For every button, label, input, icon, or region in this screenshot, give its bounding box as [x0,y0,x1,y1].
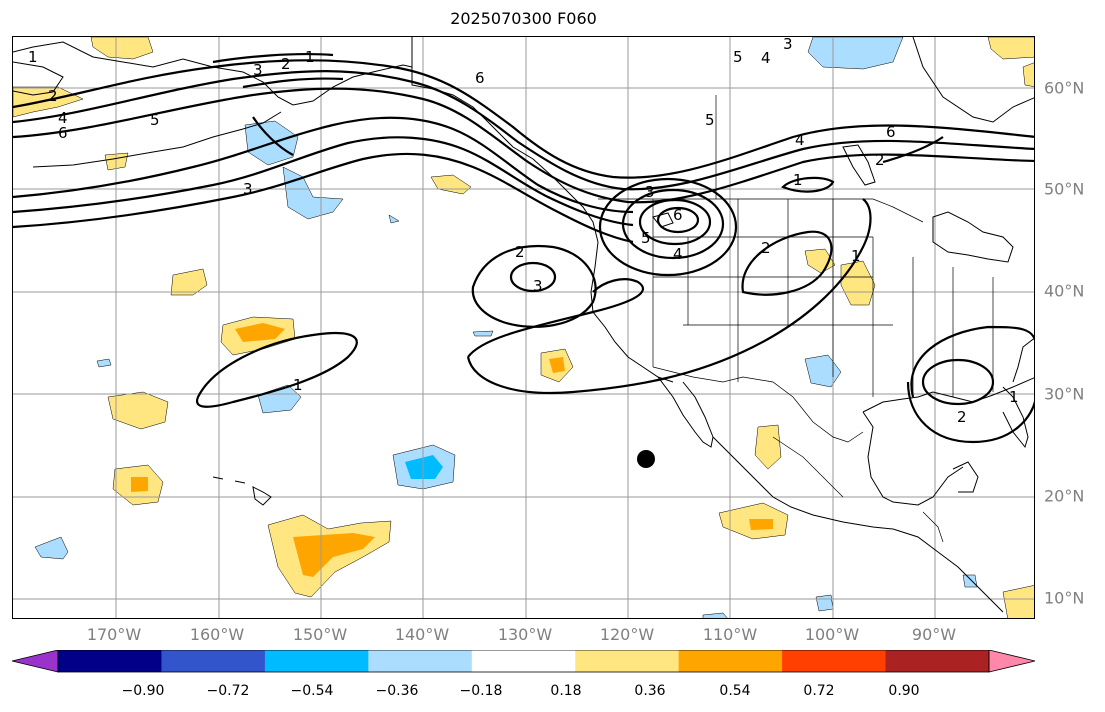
lat-label-60n: 60°N [1044,78,1085,98]
colorbar-segment [885,650,990,672]
location-marker-dot [637,450,655,468]
lat-label-30n: 30°N [1044,384,1085,404]
contour-label-1-gulf: 1 [1009,388,1019,406]
colorbar-tick-label: 0.90 [888,683,920,699]
lat-label-50n: 50°N [1044,179,1085,199]
contour-label-6-east: 6 [886,123,896,141]
lon-label-120w: 120°W [599,625,655,644]
colorbar-segment [575,650,680,672]
contour-label-3-ne: 3 [783,37,793,53]
lat-label-20n: 20°N [1044,486,1085,506]
contour-label-5-ne: 5 [733,48,743,66]
lon-label-160w: 160°W [189,625,245,644]
map-plot-area: 1 2 3 2 4 6 5 3 6 5 4 3 5 4 6 2 1 3 6 5 … [12,36,1035,619]
coastlines [13,37,1034,613]
contour-label-4-high: 4 [673,245,683,263]
colorbar-segment [161,650,266,672]
colorbar-segment [264,650,369,672]
colorbar-segment [471,650,576,672]
contour-label-2-east: 2 [875,151,885,169]
colorbar-segment [678,650,783,672]
colorbar-tick-label: −0.54 [290,683,334,699]
colorbar-segments [11,650,1036,673]
colorbar-segment [368,650,473,672]
colorbar-extend-low [11,650,59,673]
political-borders [598,95,994,543]
contour-label-2-gulf: 2 [957,408,967,426]
contour-label-1-pacific: 1 [293,376,303,394]
lon-label-150w: 150°W [292,625,348,644]
lon-label-110w: 110°W [702,625,758,644]
lon-label-90w: 90°W [911,625,957,644]
colorbar-segment [782,650,887,672]
shaded-anomaly-regions [13,37,1034,618]
colorbar-outline [57,650,990,673]
map-svg: 1 2 3 2 4 6 5 3 6 5 4 3 5 4 6 2 1 3 6 5 … [13,37,1034,618]
lon-label-170w: 170°W [86,625,142,644]
colorbar-tick-label: −0.36 [375,683,419,699]
contour-label-2-pacific: 2 [515,243,525,261]
contour-label-3-north: 3 [253,61,263,79]
contour-label-4-ne: 4 [761,49,771,67]
lon-label-130w: 130°W [497,625,553,644]
contour-label-5-west: 5 [150,111,160,129]
colorbar-extend-high [988,650,1036,673]
contour-label-1-plains-2: 1 [851,247,861,265]
contour-label-2-west: 2 [48,87,58,105]
contour-label-4-west: 4 [58,109,68,127]
contour-label-3-high: 3 [645,183,655,201]
contour-label-1-plains: 1 [793,171,803,189]
colorbar-tick-label: −0.18 [459,683,503,699]
contour-label-5-high: 5 [641,229,651,247]
lon-label-100w: 100°W [804,625,860,644]
contour-label-4-east: 4 [795,131,805,149]
colorbar-tick-label: 0.54 [719,683,751,699]
colorbar-segment [58,650,162,672]
contour-labels: 1 2 3 2 4 6 5 3 6 5 4 3 5 4 6 2 1 3 6 5 … [28,37,1019,426]
lat-lon-gridlines [13,37,1034,618]
contour-label-1-nw: 1 [28,48,38,66]
contour-label-6-west: 6 [58,124,68,142]
contour-label-1-north: 1 [305,48,315,66]
map-title: 2025070300 F060 [450,9,597,28]
colorbar-tick-label: 0.36 [634,683,666,699]
contour-label-3-pacific: 3 [533,277,543,295]
contour-label-2-north: 2 [281,55,291,73]
colorbar [11,650,1036,673]
lon-label-140w: 140°W [394,625,450,644]
contour-label-2-plains: 2 [761,239,771,257]
contour-lines [13,53,1034,444]
lat-label-40n: 40°N [1044,281,1085,301]
contour-label-5-east: 5 [705,111,715,129]
contour-label-6-high: 6 [673,206,683,224]
colorbar-tick-label: −0.72 [206,683,250,699]
colorbar-tick-label: 0.18 [550,683,582,699]
colorbar-tick-label: 0.72 [803,683,835,699]
contour-label-6-coast: 6 [475,69,485,87]
contour-label-3-aleutian: 3 [243,180,253,198]
colorbar-tick-label: −0.90 [121,683,165,699]
lat-label-10n: 10°N [1044,588,1085,608]
